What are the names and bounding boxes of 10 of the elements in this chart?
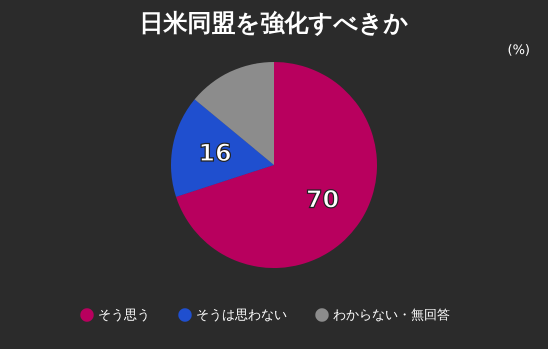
legend-label: そう思う [98,308,150,323]
chart-title: 日米同盟を強化すべきか [140,9,408,37]
pie-slice [176,62,377,268]
text: (%) [508,43,530,58]
pie-slice [194,62,274,165]
legend-label: そうは思わない [196,308,287,323]
pie-slice [171,99,274,197]
data-label: 70 [306,185,340,214]
data-label: 16 [198,138,232,167]
legend-label: わからない・無回答 [333,308,450,323]
